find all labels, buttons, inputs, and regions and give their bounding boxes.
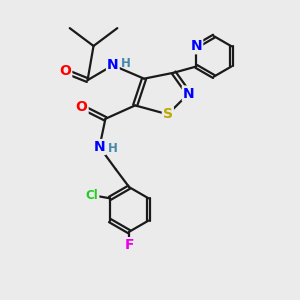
Text: H: H (121, 57, 131, 70)
Text: O: O (76, 100, 88, 114)
Text: H: H (108, 142, 118, 155)
Text: N: N (190, 39, 202, 53)
Text: F: F (124, 238, 134, 252)
Text: N: N (94, 140, 105, 154)
Text: N: N (107, 58, 119, 72)
Text: S: S (163, 107, 173, 121)
Text: O: O (59, 64, 71, 78)
Text: Cl: Cl (86, 189, 98, 202)
Text: N: N (183, 86, 194, 100)
